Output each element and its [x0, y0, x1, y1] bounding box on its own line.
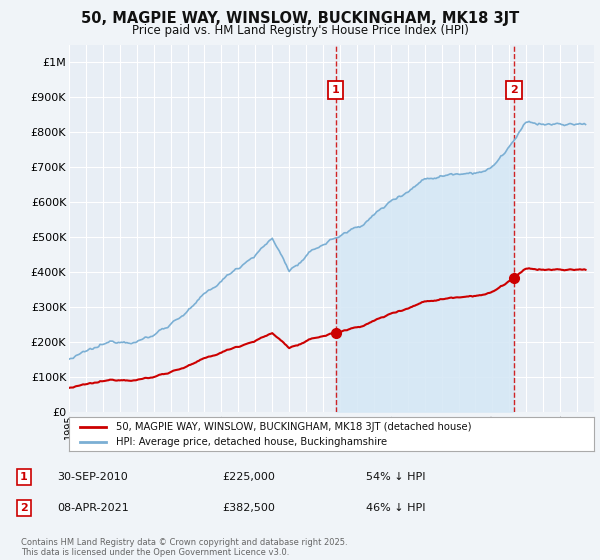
Text: 2: 2 [510, 85, 518, 95]
Text: 54% ↓ HPI: 54% ↓ HPI [366, 472, 425, 482]
Text: Contains HM Land Registry data © Crown copyright and database right 2025.
This d: Contains HM Land Registry data © Crown c… [21, 538, 347, 557]
Text: 2: 2 [20, 503, 28, 513]
Text: £225,000: £225,000 [222, 472, 275, 482]
Text: HPI: Average price, detached house, Buckinghamshire: HPI: Average price, detached house, Buck… [116, 437, 388, 447]
Text: £382,500: £382,500 [222, 503, 275, 513]
Text: 08-APR-2021: 08-APR-2021 [57, 503, 129, 513]
Text: 50, MAGPIE WAY, WINSLOW, BUCKINGHAM, MK18 3JT: 50, MAGPIE WAY, WINSLOW, BUCKINGHAM, MK1… [81, 11, 519, 26]
Text: 46% ↓ HPI: 46% ↓ HPI [366, 503, 425, 513]
Text: 1: 1 [332, 85, 340, 95]
Text: 30-SEP-2010: 30-SEP-2010 [57, 472, 128, 482]
Text: Price paid vs. HM Land Registry's House Price Index (HPI): Price paid vs. HM Land Registry's House … [131, 24, 469, 36]
Text: 1: 1 [20, 472, 28, 482]
Text: 50, MAGPIE WAY, WINSLOW, BUCKINGHAM, MK18 3JT (detached house): 50, MAGPIE WAY, WINSLOW, BUCKINGHAM, MK1… [116, 422, 472, 432]
